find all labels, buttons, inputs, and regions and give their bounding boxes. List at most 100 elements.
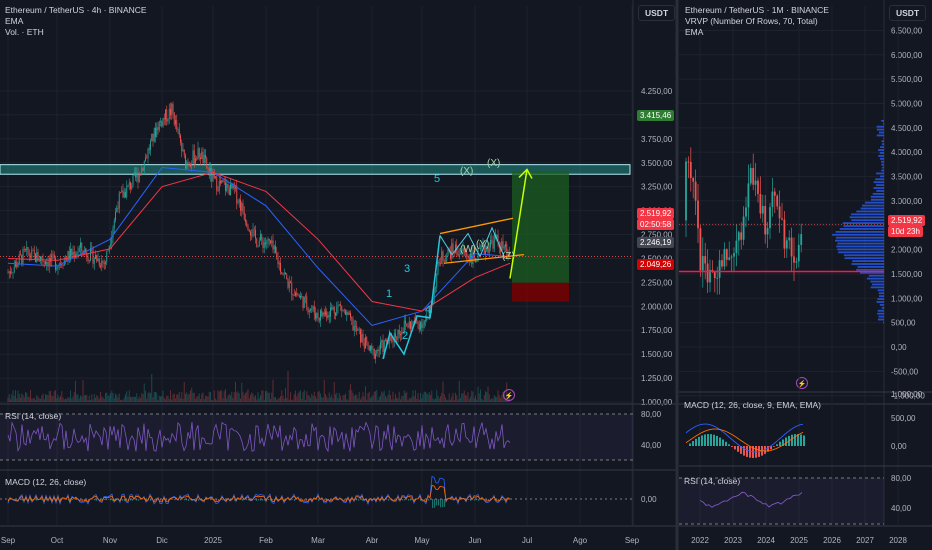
volume-bar <box>15 390 16 402</box>
monthly-candle-body <box>689 161 692 179</box>
volume-bar <box>446 399 448 402</box>
candle-body <box>66 258 68 262</box>
left-chart-title[interactable]: Ethereum / TetherUS · 4h · BINANCE <box>5 5 147 15</box>
volume-bar <box>353 395 355 402</box>
left-macd-histogram-bar <box>294 499 296 501</box>
volume-bar <box>10 399 11 402</box>
volume-bar <box>395 394 396 402</box>
left-macd-histogram-bar <box>216 499 218 501</box>
candle-body <box>71 248 73 256</box>
left-macd-histogram-bar <box>394 499 396 500</box>
volume-bar <box>381 391 383 402</box>
volume-bar <box>81 396 83 402</box>
right-chart-title[interactable]: Ethereum / TetherUS · 1M · BINANCE <box>685 5 829 15</box>
left-currency-button[interactable]: USDT <box>638 5 676 21</box>
volume-bar <box>282 395 284 402</box>
left-macd-histogram-bar <box>184 499 186 501</box>
candle-body <box>285 272 286 275</box>
left-rsi-label[interactable]: RSI (14, close) <box>5 411 62 421</box>
volume-profile-row <box>878 292 884 295</box>
candle-body <box>128 182 130 185</box>
candle-body <box>26 247 28 251</box>
volume-bar <box>181 391 183 402</box>
volume-bar <box>121 399 123 402</box>
candle-body <box>328 315 330 317</box>
volume-bar <box>235 381 236 402</box>
volume-bar <box>30 389 31 402</box>
volume-bar <box>281 390 283 402</box>
volume-bar <box>173 393 175 402</box>
volume-bar <box>63 399 65 402</box>
monthly-candle-body <box>757 180 759 195</box>
volume-bar <box>190 390 191 402</box>
left-ema-indicator-label[interactable]: EMA <box>5 16 24 26</box>
volume-bar <box>490 399 491 402</box>
volume-bar <box>341 399 343 402</box>
volume-bar <box>202 392 204 402</box>
right-macd-label[interactable]: MACD (12, 26, close, 9, EMA, EMA) <box>684 400 821 410</box>
left-macd-label[interactable]: MACD (12, 26, close) <box>5 477 87 487</box>
volume-bar <box>46 394 48 402</box>
volume-bar <box>47 395 49 402</box>
candle-body <box>316 312 318 319</box>
volume-bar <box>497 390 499 402</box>
left-volume-indicator-label[interactable]: Vol. · ETH <box>5 27 44 37</box>
left-macd-histogram-bar <box>132 499 134 501</box>
volume-bar <box>58 397 60 402</box>
volume-profile-row <box>879 152 884 154</box>
volume-bar <box>246 391 248 402</box>
left-macd-histogram-bar <box>206 499 208 500</box>
candle-body <box>168 108 170 120</box>
right-ema-indicator-label[interactable]: EMA <box>685 27 704 37</box>
candle-body <box>426 316 428 321</box>
candle-body <box>215 176 216 178</box>
candle-body <box>33 249 35 254</box>
candle-body <box>230 183 231 196</box>
left-macd-histogram-bar <box>106 499 108 500</box>
volume-bar <box>310 398 311 402</box>
left-macd-histogram-bar <box>186 499 188 501</box>
volume-bar <box>436 390 438 402</box>
candle-body <box>315 313 316 319</box>
candle-body <box>236 185 238 204</box>
candle-body <box>436 273 438 288</box>
volume-bar <box>100 391 101 402</box>
volume-bar <box>360 399 361 402</box>
candle-body <box>225 182 226 191</box>
monthly-candle-body <box>761 206 764 214</box>
volume-bar <box>312 395 314 402</box>
volume-profile-row <box>879 304 884 306</box>
volume-bar <box>155 391 156 402</box>
volume-bar <box>150 392 151 402</box>
volume-bar <box>476 399 478 402</box>
volume-bar <box>21 393 23 402</box>
volume-bar <box>45 393 46 402</box>
right-rsi-label[interactable]: RSI (14, close) <box>684 476 741 486</box>
left-macd-histogram-bar <box>32 499 34 501</box>
candle-body <box>408 321 410 328</box>
candle-body <box>257 245 259 247</box>
left-x-tick-label: Sep <box>625 536 640 545</box>
volume-bar <box>478 393 480 402</box>
volume-bar <box>242 391 244 402</box>
volume-bar <box>146 398 148 402</box>
right-vrvp-indicator-label[interactable]: VRVP (Number Of Rows, 70, Total) <box>685 16 818 26</box>
volume-bar <box>428 391 430 402</box>
candle-body <box>396 337 398 340</box>
countdown-badge: 02:50:58 <box>637 219 675 230</box>
candle-body <box>8 271 10 273</box>
left-macd-histogram-bar <box>268 499 270 500</box>
right-currency-button[interactable]: USDT <box>889 5 927 21</box>
volume-bar <box>186 392 188 402</box>
candle-body <box>372 348 374 350</box>
candle-body <box>318 318 320 321</box>
volume-bar <box>7 397 9 402</box>
volume-bar <box>266 390 268 402</box>
projection-arrowhead <box>518 168 533 179</box>
candle-body <box>346 312 348 315</box>
candle-body <box>450 250 451 259</box>
volume-profile-row <box>881 163 884 166</box>
left-macd-histogram-bar <box>482 499 484 500</box>
candle-body <box>116 207 118 212</box>
candle-body <box>461 251 463 254</box>
